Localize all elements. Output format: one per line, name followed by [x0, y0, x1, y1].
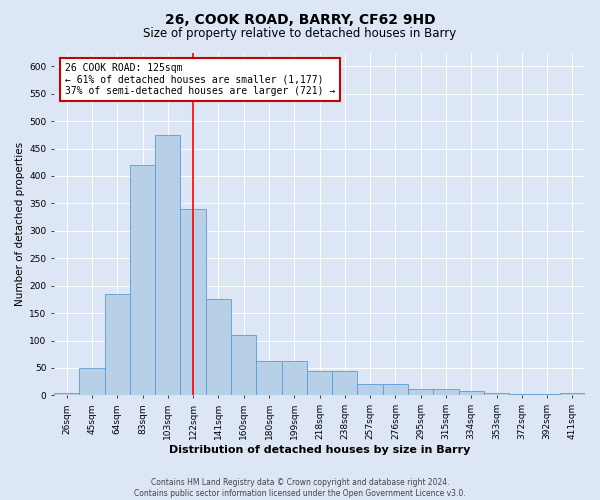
Bar [332, 370, 358, 396]
Bar [383, 384, 408, 396]
Bar [104, 294, 130, 396]
Bar [206, 300, 231, 396]
Bar [130, 165, 155, 396]
Text: 26 COOK ROAD: 125sqm
← 61% of detached houses are smaller (1,177)
37% of semi-de: 26 COOK ROAD: 125sqm ← 61% of detached h… [65, 63, 335, 96]
Bar [155, 135, 181, 396]
Text: Size of property relative to detached houses in Barry: Size of property relative to detached ho… [143, 28, 457, 40]
Bar [458, 391, 484, 396]
Text: Contains HM Land Registry data © Crown copyright and database right 2024.
Contai: Contains HM Land Registry data © Crown c… [134, 478, 466, 498]
Bar [535, 394, 560, 396]
Bar [79, 368, 104, 396]
Bar [231, 335, 256, 396]
Bar [54, 392, 79, 396]
Bar [181, 209, 206, 396]
Bar [484, 392, 509, 396]
Bar [560, 393, 585, 396]
Y-axis label: Number of detached properties: Number of detached properties [15, 142, 25, 306]
X-axis label: Distribution of detached houses by size in Barry: Distribution of detached houses by size … [169, 445, 470, 455]
Bar [358, 384, 383, 396]
Text: 26, COOK ROAD, BARRY, CF62 9HD: 26, COOK ROAD, BARRY, CF62 9HD [164, 12, 436, 26]
Bar [433, 389, 458, 396]
Bar [509, 394, 535, 396]
Bar [307, 370, 332, 396]
Bar [408, 389, 433, 396]
Bar [256, 361, 281, 396]
Bar [281, 361, 307, 396]
